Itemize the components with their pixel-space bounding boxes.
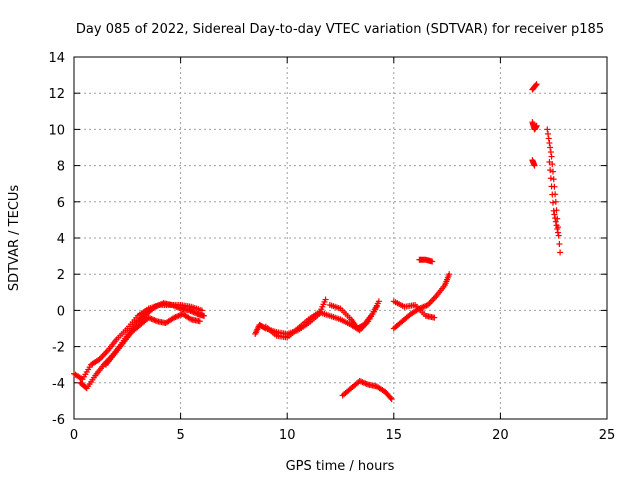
data-point: [548, 153, 555, 160]
data-point: [552, 198, 559, 205]
data-point: [375, 298, 382, 305]
data-point: [546, 139, 553, 146]
y-tick-label: 4: [57, 232, 65, 247]
y-tick-label: 2: [57, 268, 65, 283]
y-tick-label: 10: [48, 123, 65, 138]
x-tick-label: 25: [599, 428, 616, 443]
data-point: [553, 222, 560, 229]
x-tick-label: 20: [492, 428, 509, 443]
x-tick-label: 15: [386, 428, 403, 443]
data-point: [545, 130, 552, 137]
data-point: [550, 207, 557, 214]
grid: [74, 57, 607, 419]
data-point: [552, 218, 559, 225]
x-tick-label: 5: [176, 428, 184, 443]
data-point: [556, 241, 563, 248]
x-tick-label: 10: [279, 428, 296, 443]
chart-title: Day 085 of 2022, Sidereal Day-to-day VTE…: [76, 22, 604, 37]
data-point: [531, 162, 538, 169]
data-point: [547, 167, 554, 174]
axis-ticks: [73, 56, 608, 420]
x-tick-labels: 0 5 10 15 20 25: [70, 428, 615, 443]
data-point: [201, 312, 208, 319]
data-point: [549, 199, 556, 206]
data-point: [549, 191, 556, 198]
y-axis-label: SDTVAR / TECUs: [7, 185, 22, 292]
data-point: [547, 175, 554, 182]
data-point: [551, 211, 558, 218]
x-axis-label: GPS time / hours: [286, 459, 395, 474]
data-point: [544, 126, 551, 133]
data-point: [547, 144, 554, 151]
data-point: [431, 314, 438, 321]
y-tick-labels: -6 -4 -2 0 2 4 6 8 10 12 14: [48, 51, 65, 428]
data-point: [548, 183, 555, 190]
y-tick-label: 8: [57, 160, 65, 175]
data-point: [550, 176, 557, 183]
data-point: [555, 232, 562, 239]
data-point: [547, 149, 554, 156]
data-point: [545, 135, 552, 142]
data-point: [196, 318, 203, 325]
y-tick-label: 6: [57, 196, 65, 211]
data-point: [429, 258, 436, 265]
data-point: [388, 396, 395, 403]
y-tick-label: -6: [52, 413, 65, 428]
y-tick-label: 14: [48, 51, 65, 66]
data-point: [546, 158, 553, 165]
data-point: [533, 122, 540, 129]
data-point: [552, 215, 559, 222]
data-point: [532, 82, 539, 89]
data-point: [554, 225, 561, 232]
data-point: [554, 229, 561, 236]
y-tick-label: -4: [52, 377, 65, 392]
data-point: [387, 394, 394, 401]
data-points: [71, 81, 564, 403]
y-tick-label: -2: [52, 341, 65, 356]
data-point: [322, 296, 329, 303]
data-point: [557, 249, 564, 256]
data-point: [553, 207, 560, 214]
x-tick-label: 0: [70, 428, 78, 443]
data-point: [533, 81, 540, 88]
y-tick-label: 12: [48, 87, 65, 102]
data-point: [446, 271, 453, 278]
y-tick-label: 0: [57, 304, 65, 319]
